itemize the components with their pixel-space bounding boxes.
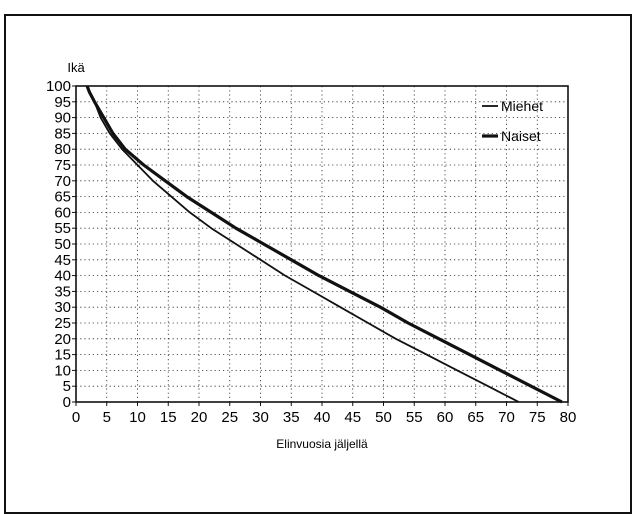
x-tick-label: 50 bbox=[375, 409, 392, 426]
x-tick-label: 70 bbox=[498, 409, 515, 426]
y-tick-label: 35 bbox=[54, 283, 71, 300]
legend: Miehet Naiset bbox=[482, 98, 543, 144]
x-tick-label: 0 bbox=[72, 409, 80, 426]
x-tick-label: 20 bbox=[191, 409, 208, 426]
x-tick-label: 30 bbox=[252, 409, 269, 426]
legend-label-miehet: Miehet bbox=[501, 98, 543, 114]
y-axis-ticks: 0510152025303540455055606570758085909510… bbox=[46, 78, 76, 411]
series-line-miehet bbox=[86, 85, 520, 403]
x-tick-label: 35 bbox=[283, 409, 300, 426]
legend-label-naiset: Naiset bbox=[501, 128, 541, 144]
x-tick-label: 40 bbox=[314, 409, 331, 426]
x-tick-label: 80 bbox=[560, 409, 577, 426]
y-tick-label: 10 bbox=[54, 362, 71, 379]
y-tick-label: 95 bbox=[54, 94, 71, 111]
y-tick-label: 80 bbox=[54, 141, 71, 158]
y-tick-label: 45 bbox=[54, 252, 71, 269]
y-tick-label: 85 bbox=[54, 125, 71, 142]
x-tick-label: 60 bbox=[437, 409, 454, 426]
x-axis-label: Elinvuosia jäljellä bbox=[276, 437, 368, 451]
x-axis-ticks: 0 5 10 15 20 25 30 35 40 45 50 55 60 65 70 75 80 bbox=[72, 402, 577, 426]
y-axis-label: Ikä bbox=[67, 60, 85, 75]
y-tick-label: 55 bbox=[54, 220, 71, 237]
x-tick-label: 25 bbox=[221, 409, 238, 426]
x-tick-label: 10 bbox=[129, 409, 146, 426]
x-tick-label: 75 bbox=[529, 409, 546, 426]
x-tick-label: 45 bbox=[344, 409, 361, 426]
y-tick-label: 70 bbox=[54, 173, 71, 190]
y-tick-label: 30 bbox=[54, 299, 71, 316]
y-tick-label: 100 bbox=[46, 78, 71, 95]
y-tick-label: 60 bbox=[54, 204, 71, 221]
y-tick-label: 75 bbox=[54, 157, 71, 174]
x-tick-label: 65 bbox=[467, 409, 484, 426]
y-tick-label: 50 bbox=[54, 236, 71, 253]
y-tick-label: 40 bbox=[54, 268, 71, 285]
series-line-naiset bbox=[85, 85, 563, 404]
grid bbox=[76, 86, 568, 402]
y-tick-label: 0 bbox=[63, 394, 71, 411]
x-tick-label: 15 bbox=[160, 409, 177, 426]
x-tick-label: 55 bbox=[406, 409, 423, 426]
x-tick-label: 5 bbox=[103, 409, 111, 426]
series-layer bbox=[85, 85, 563, 404]
y-tick-label: 5 bbox=[63, 378, 71, 395]
y-tick-label: 20 bbox=[54, 331, 71, 348]
y-tick-label: 65 bbox=[54, 189, 71, 206]
y-tick-label: 15 bbox=[54, 347, 71, 364]
y-tick-label: 25 bbox=[54, 315, 71, 332]
y-tick-label: 90 bbox=[54, 110, 71, 127]
